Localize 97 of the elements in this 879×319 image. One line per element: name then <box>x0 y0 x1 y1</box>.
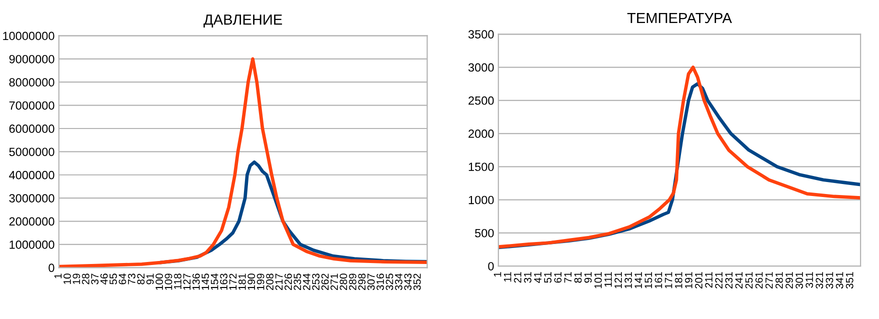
x-tick-label: 131 <box>624 272 632 288</box>
x-tick-label: 28 <box>82 274 90 284</box>
y-tick-label: 1000 <box>468 196 494 204</box>
x-tick-label: 171 <box>664 272 672 288</box>
y-tick-label: 3000 <box>468 63 494 72</box>
y-tick-label: 2000000 <box>9 217 54 226</box>
x-tick-label: 231 <box>725 272 733 288</box>
x-tick-label: 271 <box>330 274 338 290</box>
x-tick-label: 41 <box>534 272 542 283</box>
x-tick-label: 199 <box>256 274 264 290</box>
x-tick-label: 181 <box>674 272 682 288</box>
y-tick-label: 8000000 <box>9 78 54 87</box>
x-tick-label: 244 <box>302 274 310 290</box>
x-tick-label: 161 <box>654 272 662 288</box>
x-tick-label: 280 <box>340 274 348 290</box>
x-tick-label: 271 <box>765 272 773 288</box>
x-tick-label: 46 <box>100 274 108 285</box>
x-tick-label: 325 <box>386 274 394 290</box>
x-tick-label: 91 <box>584 272 592 283</box>
x-tick-label: 71 <box>564 272 572 283</box>
x-tick-label: 311 <box>806 272 814 288</box>
x-tick-label: 154 <box>210 274 218 290</box>
x-tick-label: 211 <box>705 272 712 288</box>
x-tick-label: 145 <box>202 274 210 290</box>
x-tick-label: 261 <box>755 272 763 288</box>
x-tick-label: 151 <box>644 272 652 288</box>
x-tick-label: 301 <box>796 272 803 289</box>
x-tick-label: 181 <box>238 274 246 290</box>
x-tick-label: 298 <box>358 274 366 290</box>
x-tick-label: 235 <box>294 274 302 290</box>
y-tick-label: 2500 <box>468 96 494 105</box>
x-tick-label: 251 <box>745 272 753 288</box>
x-tick-label: 241 <box>735 272 743 288</box>
y-tick-label: 1500 <box>468 162 494 172</box>
y-tick-label: 6000000 <box>9 124 54 133</box>
x-tick-label: 136 <box>192 274 200 290</box>
x-tick-label: 55 <box>110 274 117 284</box>
y-tick-label: 9000000 <box>9 54 54 64</box>
x-tick-label: 101 <box>594 272 602 288</box>
y-tick-label: 3000000 <box>9 194 54 202</box>
x-tick-label: 341 <box>836 272 844 289</box>
y-tick-label: 500 <box>475 228 494 238</box>
x-tick-label: 21 <box>514 272 522 283</box>
x-tick-label: 208 <box>266 274 274 290</box>
x-tick-label: 352 <box>413 274 421 290</box>
y-tick-label: 4000000 <box>9 170 54 180</box>
x-tick-label: 307 <box>367 274 375 290</box>
x-tick-label: 190 <box>248 274 256 290</box>
chart-title: ДАВЛЕНИЕ <box>204 14 282 28</box>
x-tick-label: 19 <box>72 274 80 284</box>
x-tick-label: 100 <box>156 274 163 290</box>
x-tick-label: 253 <box>312 274 320 290</box>
y-tick-label: 7000000 <box>9 101 54 110</box>
x-tick-label: 37 <box>91 274 99 284</box>
x-tick-label: 109 <box>164 274 172 290</box>
y-tick-label: 10000000 <box>3 32 54 40</box>
x-tick-label: 217 <box>275 274 283 290</box>
x-tick-label: 226 <box>284 274 292 290</box>
x-tick-label: 11 <box>504 272 512 282</box>
x-tick-label: 111 <box>604 272 612 287</box>
y-tick-label: 2000 <box>468 130 494 138</box>
x-tick-label: 262 <box>321 274 329 290</box>
x-tick-label: 289 <box>348 274 356 290</box>
x-tick-label: 82 <box>137 274 145 284</box>
x-tick-label: 331 <box>826 272 834 289</box>
y-tick-label: 5000000 <box>9 148 54 156</box>
x-tick-label: 141 <box>634 272 642 288</box>
x-tick-label: 127 <box>183 274 190 290</box>
x-tick-label: 163 <box>220 274 228 290</box>
y-tick-label: 0 <box>48 264 54 272</box>
x-tick-label: 91 <box>146 274 154 284</box>
x-tick-label: 1 <box>54 274 62 278</box>
x-tick-label: 1 <box>494 272 502 277</box>
x-tick-label: 81 <box>574 272 582 283</box>
x-tick-label: 73 <box>128 274 136 284</box>
x-tick-label: 118 <box>174 274 182 290</box>
x-tick-label: 191 <box>684 272 692 288</box>
x-tick-label: 343 <box>404 274 412 290</box>
y-tick-label: 3500 <box>468 30 494 39</box>
chart-title: ТЕМПЕРАТУРА <box>627 12 732 24</box>
y-tick-label: 1000000 <box>10 240 54 249</box>
x-tick-label: 291 <box>786 272 793 288</box>
x-tick-label: 121 <box>614 272 622 288</box>
x-tick-label: 221 <box>715 272 722 288</box>
x-tick-label: 51 <box>544 272 552 283</box>
x-tick-label: 10 <box>64 274 71 284</box>
x-tick-label: 316 <box>376 274 384 290</box>
x-tick-label: 281 <box>775 272 783 288</box>
x-tick-label: 351 <box>846 272 854 289</box>
x-tick-label: 31 <box>524 272 532 283</box>
x-tick-label: 321 <box>816 272 824 289</box>
x-tick-label: 64 <box>118 274 126 284</box>
x-tick-label: 334 <box>394 274 402 290</box>
x-tick-label: 201 <box>695 272 702 288</box>
x-tick-label: 61 <box>554 272 562 283</box>
y-tick-label: 0 <box>488 262 494 270</box>
x-tick-label: 172 <box>229 274 237 290</box>
